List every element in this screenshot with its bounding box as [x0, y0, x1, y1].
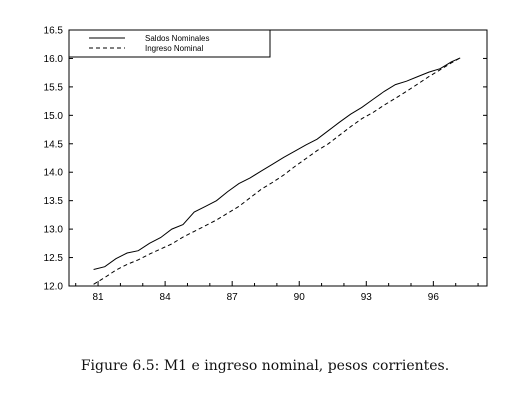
y-tick-label: 15.0 — [44, 111, 64, 122]
y-tick-label: 16.0 — [44, 54, 64, 65]
figure-caption: Figure 6.5: M1 e ingreso nominal, pesos … — [80, 358, 450, 374]
legend-label-saldos-nominales: Saldos Nominales — [145, 34, 209, 43]
series-group — [93, 57, 461, 285]
y-tick-label: 14.0 — [44, 168, 64, 179]
x-tick-label: 81 — [92, 292, 104, 303]
y-tick-label: 13.5 — [44, 196, 64, 207]
x-tick-label: 87 — [227, 292, 239, 303]
series-line-saldos-nominales — [93, 57, 461, 270]
y-tick-label: 12.5 — [44, 253, 64, 264]
x-tick-label: 90 — [294, 292, 306, 303]
x-tick-label: 93 — [361, 292, 373, 303]
y-tick-label: 15.5 — [44, 82, 64, 93]
plot-frame — [68, 29, 488, 287]
y-tick-label: 13.0 — [44, 225, 64, 236]
y-tick-label: 16.5 — [44, 26, 64, 37]
x-tick-label: 96 — [428, 292, 440, 303]
y-tick-label: 12.0 — [44, 282, 64, 293]
legend-label-ingreso-nominal: Ingreso Nominal — [145, 44, 203, 53]
legend: Saldos Nominales Ingreso Nominal — [68, 29, 271, 58]
x-tick-label: 84 — [160, 292, 172, 303]
axes: 12.0 12.5 13.0 13.5 14.0 14.5 15.0 15.5 16.0 16.5… — [44, 26, 487, 303]
legend-box — [68, 29, 271, 58]
y-tick-label: 14.5 — [44, 139, 64, 150]
series-line-ingreso-nominal — [93, 57, 461, 285]
line-chart: 12.0 12.5 13.0 13.5 14.0 14.5 15.0 15.5 16.0 16.5… — [44, 26, 488, 303]
